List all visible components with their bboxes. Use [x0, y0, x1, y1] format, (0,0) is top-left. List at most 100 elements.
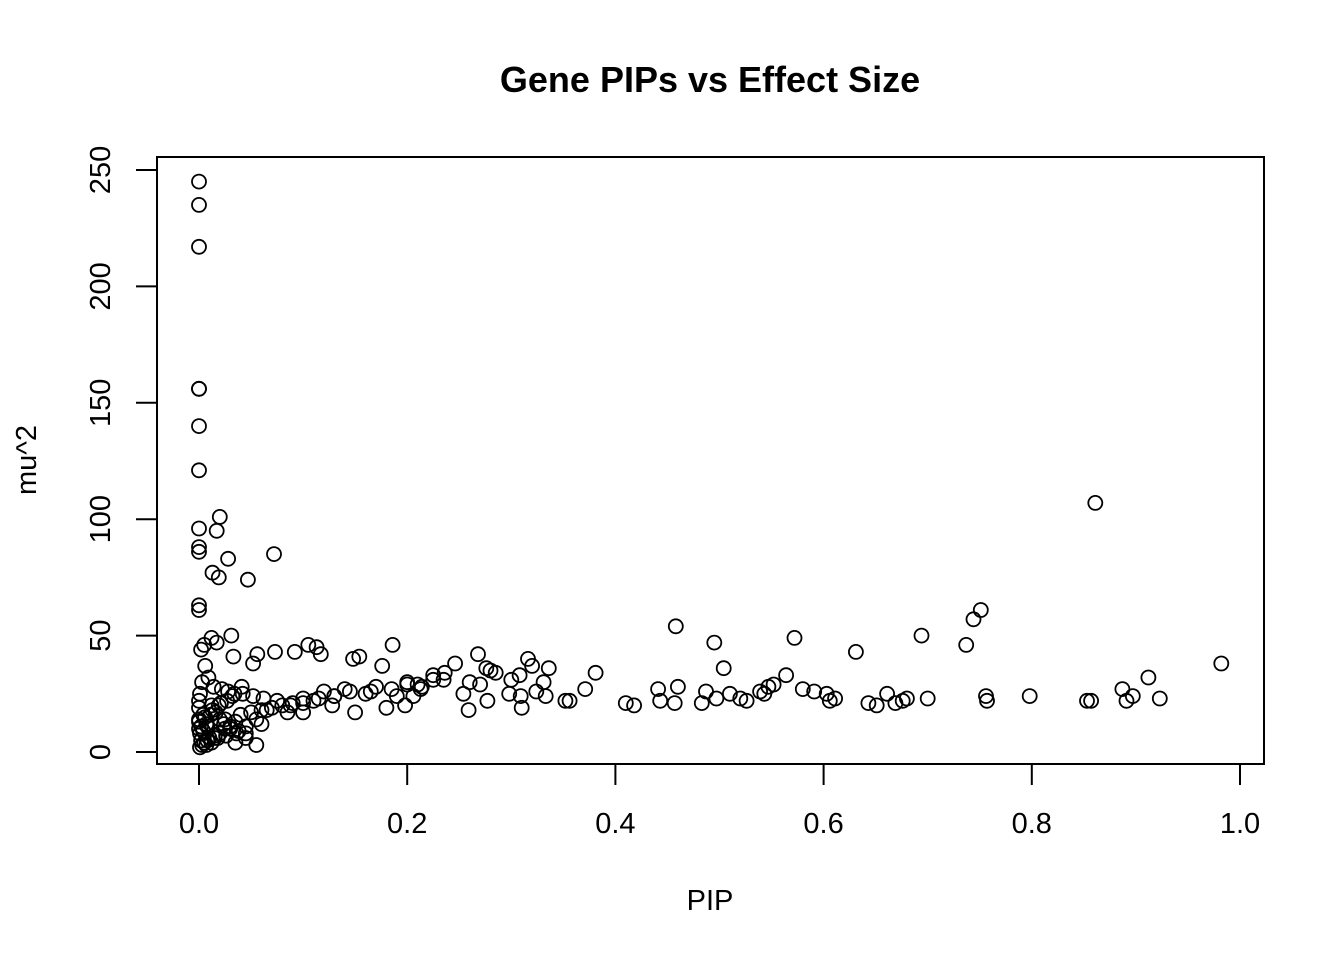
data-point	[409, 676, 426, 693]
data-point	[540, 660, 557, 677]
data-point	[274, 697, 291, 714]
data-point	[198, 716, 215, 732]
data-point	[210, 569, 227, 586]
data-point	[295, 690, 312, 707]
data-point	[239, 571, 256, 588]
data-point	[266, 546, 282, 562]
data-point	[708, 690, 725, 707]
data-point	[191, 196, 207, 213]
x-tick-label: 0.6	[803, 808, 843, 840]
data-point	[626, 697, 642, 714]
data-point	[245, 655, 262, 672]
data-point	[435, 671, 452, 688]
data-point	[191, 462, 207, 479]
data-point	[794, 681, 811, 697]
y-tick-label: 50	[85, 619, 117, 651]
data-point	[300, 637, 317, 653]
data-point	[192, 685, 208, 702]
data-point	[383, 681, 400, 697]
data-point	[191, 539, 207, 555]
data-point	[347, 704, 364, 721]
data-point	[397, 697, 414, 714]
data-point	[378, 699, 395, 716]
data-point	[472, 676, 489, 693]
y-tick-label: 250	[85, 146, 117, 194]
data-point	[234, 685, 251, 702]
data-point	[191, 543, 207, 560]
x-axis: 0.0 0.2 0.4 0.6 0.8 1.0	[179, 763, 1260, 840]
data-point	[818, 685, 835, 702]
data-point	[425, 671, 442, 688]
data-point	[652, 692, 669, 709]
data-point	[224, 688, 241, 704]
data-point	[1087, 494, 1104, 511]
data-point	[345, 651, 362, 667]
data-point	[210, 697, 227, 714]
data-point	[1213, 655, 1230, 672]
data-point	[512, 688, 529, 704]
data-point	[460, 702, 477, 718]
x-tick-label: 0.0	[179, 808, 219, 840]
data-point	[197, 658, 214, 674]
y-tick-label: 0	[85, 744, 117, 760]
data-point	[211, 509, 228, 525]
data-point	[237, 725, 254, 742]
data-point	[965, 611, 982, 628]
data-point	[1140, 669, 1157, 686]
data-point	[253, 702, 270, 718]
data-point	[208, 634, 225, 651]
data-point	[577, 681, 594, 697]
data-point	[399, 674, 416, 691]
data-point	[860, 695, 877, 711]
data-point	[282, 697, 299, 714]
data-point	[436, 664, 453, 681]
points-layer	[191, 173, 1230, 756]
data-point	[670, 678, 686, 695]
data-point	[715, 660, 732, 677]
data-point	[786, 630, 803, 646]
y-axis-label: mu^2	[11, 425, 43, 495]
data-point	[193, 641, 210, 658]
data-point	[208, 522, 225, 539]
data-point	[587, 664, 604, 681]
data-point	[191, 520, 207, 537]
x-tick-label: 0.2	[387, 808, 427, 840]
y-tick-label: 150	[85, 379, 117, 427]
data-point	[1079, 692, 1095, 709]
data-point	[206, 730, 223, 746]
chart-title: Gene PIPs vs Effect Size	[500, 59, 920, 100]
data-point	[958, 637, 975, 653]
data-point	[479, 692, 496, 709]
data-point	[191, 380, 207, 397]
data-point	[979, 692, 995, 709]
data-point	[286, 644, 303, 660]
data-point	[249, 646, 266, 663]
data-point	[524, 658, 540, 674]
data-point	[806, 683, 823, 700]
data-point	[220, 550, 237, 567]
data-point	[913, 627, 930, 644]
data-point	[868, 697, 885, 714]
data-point	[528, 683, 545, 700]
data-point	[667, 618, 684, 635]
data-point	[195, 706, 212, 723]
data-point	[752, 683, 768, 700]
data-point	[326, 688, 343, 704]
data-point	[191, 692, 207, 709]
data-point	[362, 683, 379, 700]
data-point	[341, 683, 358, 700]
data-point	[284, 695, 301, 711]
data-point	[368, 678, 384, 695]
data-point	[227, 734, 244, 751]
data-point	[447, 655, 464, 672]
data-point	[225, 648, 242, 665]
data-point	[196, 734, 213, 751]
data-point	[535, 674, 552, 691]
data-point	[245, 688, 262, 704]
data-point	[503, 671, 520, 688]
data-point	[384, 637, 401, 653]
data-point	[666, 695, 683, 711]
y-axis: 0 50 100 150 200 250	[85, 146, 158, 760]
data-point	[617, 695, 634, 711]
